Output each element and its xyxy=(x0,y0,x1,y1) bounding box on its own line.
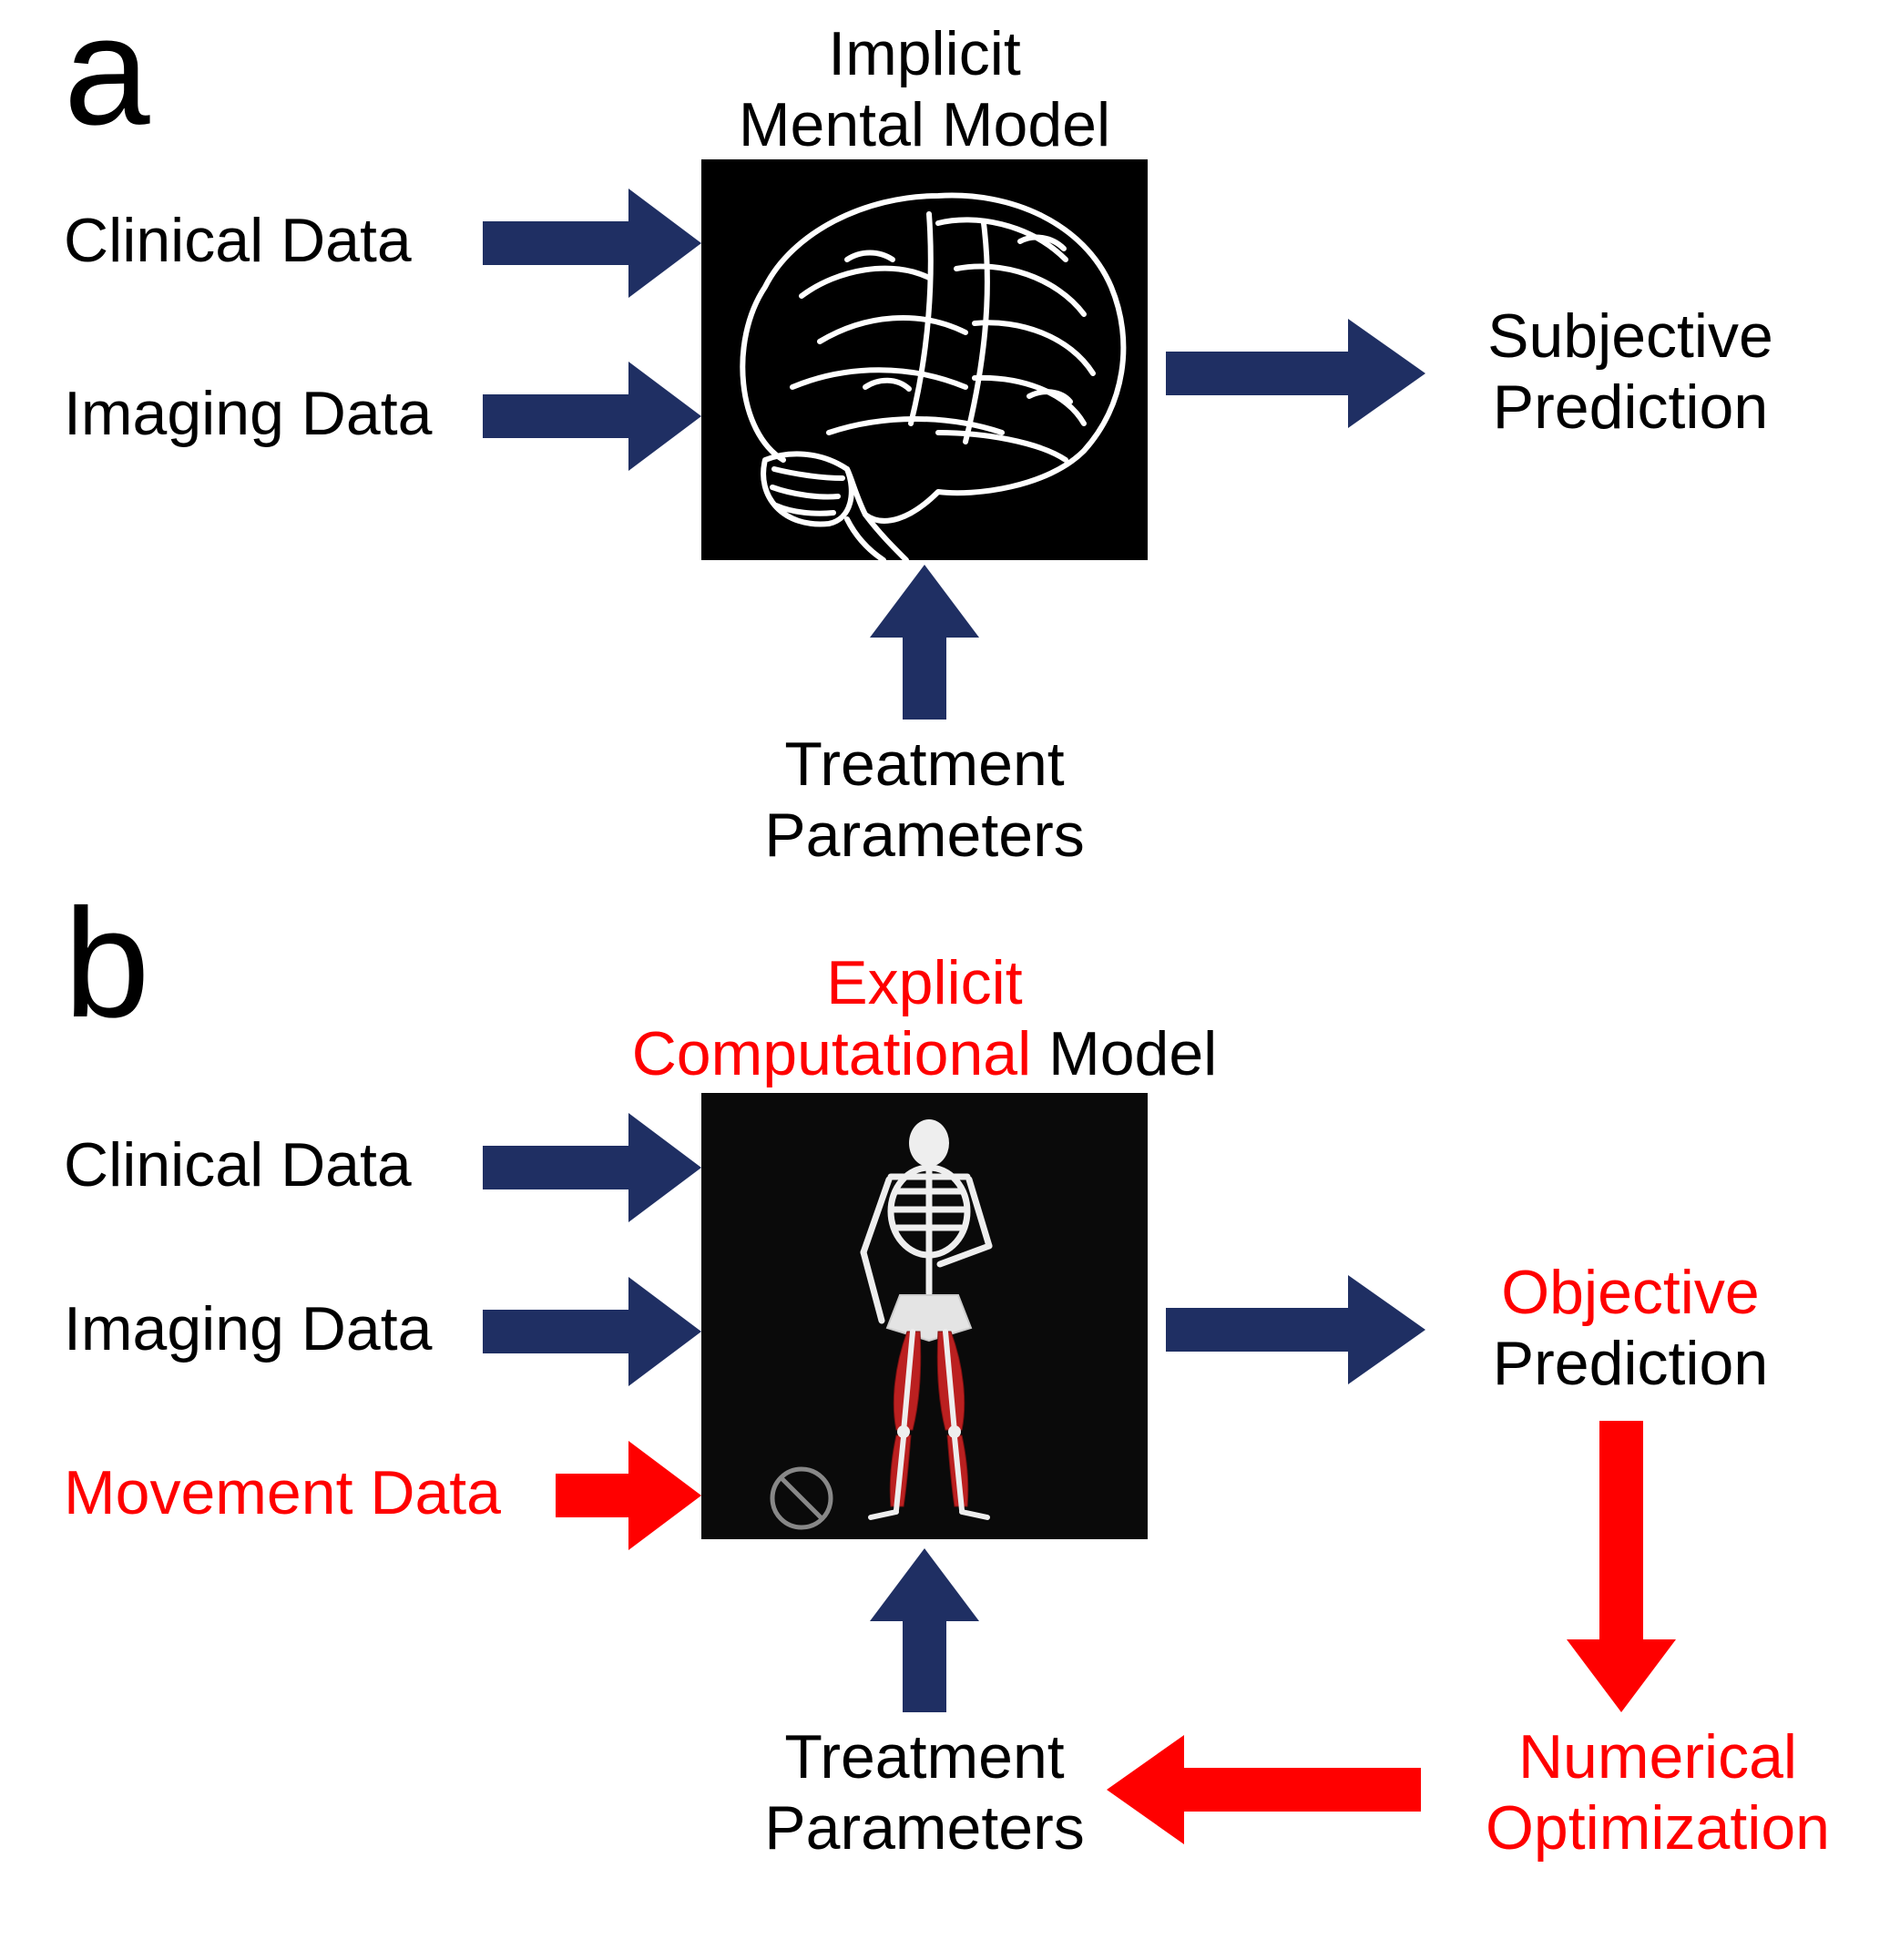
arrow-clinical-b xyxy=(483,1113,701,1222)
arrow-imaging-a xyxy=(483,362,701,471)
arrow-imaging-b xyxy=(483,1277,701,1386)
arrow-obj-to-numopt xyxy=(1567,1421,1676,1712)
arrow-treatment-a xyxy=(870,565,979,720)
arrows-layer xyxy=(0,0,1900,1960)
arrow-movement-b xyxy=(556,1441,701,1550)
arrow-output-b xyxy=(1166,1275,1425,1384)
arrow-treatment-b xyxy=(870,1548,979,1712)
arrow-numopt-to-treatment xyxy=(1107,1735,1421,1844)
arrow-clinical-a xyxy=(483,189,701,298)
arrow-output-a xyxy=(1166,319,1425,428)
